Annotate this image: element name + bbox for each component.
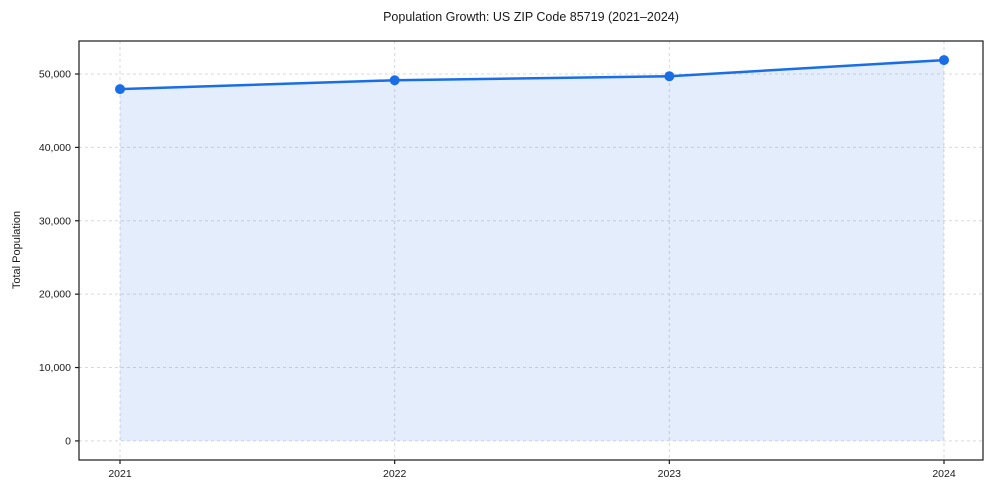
chart-line [118,58,946,91]
x-tick-label: 2023 [658,468,682,480]
data-point-2021 [115,84,125,95]
chart-area-fill [120,60,944,441]
y-tick-label: 30,000 [39,215,71,227]
y-tick-label: 20,000 [39,289,71,301]
chart-title: Population Growth: US ZIP Code 85719 (20… [383,10,679,24]
y-tick-label: 40,000 [39,142,71,154]
x-tick-label: 2024 [932,468,956,480]
x-tick-label: 2021 [108,468,132,480]
y-tick-label: 50,000 [39,69,71,81]
y-tick-label: 0 [65,435,71,447]
data-point-2023 [664,71,675,82]
data-point-2024 [939,55,949,66]
y-tick-label: 10,000 [39,362,71,374]
x-tick-label: 2022 [383,468,407,480]
data-point-2022 [389,75,400,86]
plot-border [78,40,984,461]
